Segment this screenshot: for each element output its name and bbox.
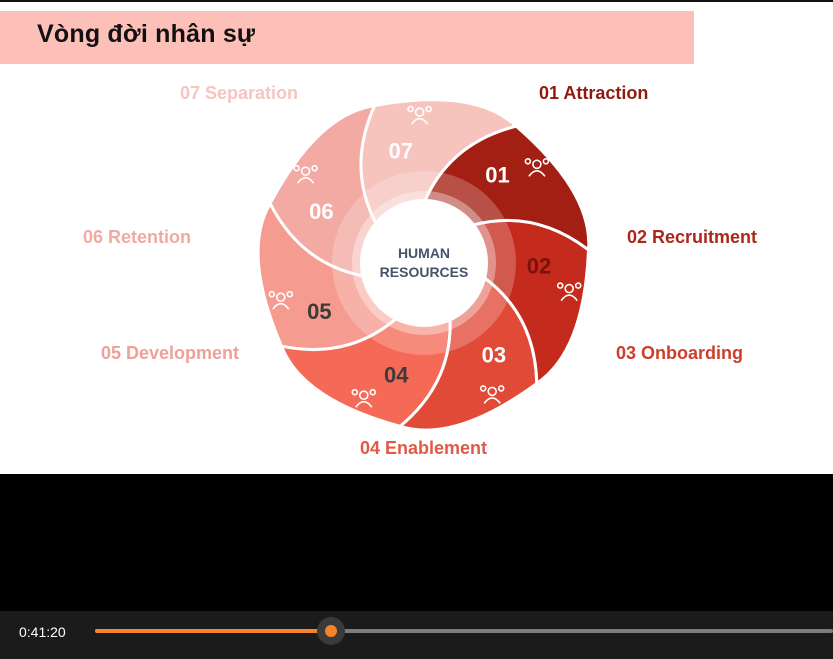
- seek-bar-progress: [95, 629, 332, 633]
- video-player-controls: 0:41:20: [0, 611, 833, 659]
- people-transfer-icon: [407, 105, 432, 125]
- team-group-icon: [479, 385, 505, 404]
- stage-label-onboarding: 03 Onboarding: [616, 343, 744, 363]
- stage-label-recruitment: 02 Recruitment: [627, 227, 758, 247]
- petal-number-01: 01: [485, 163, 509, 188]
- search-network-icon: [556, 282, 582, 302]
- hr-lifecycle-diagram: 01 02 03 04 05 06 07 HUMAN RESOURCES: [256, 98, 591, 432]
- magnet-people-icon: [524, 158, 550, 177]
- stage-label-retention: 06 Retention: [83, 227, 192, 247]
- petal-number-03: 03: [482, 342, 506, 367]
- refresh-person-icon: [293, 164, 318, 184]
- stage-label-enablement: 04 Enablement: [360, 438, 488, 458]
- seek-handle[interactable]: [317, 617, 346, 645]
- title-band: [0, 11, 694, 64]
- petal-number-04: 04: [384, 363, 409, 388]
- growth-person-icon: [268, 290, 294, 310]
- petal-number-05: 05: [307, 299, 331, 324]
- stage-label-development: 05 Development: [101, 343, 240, 363]
- stage-label-separation: 07 Separation: [180, 83, 299, 103]
- current-time: 0:41:20: [19, 624, 66, 640]
- petal-group: 01 02 03 04 05 06 07: [256, 98, 591, 432]
- petal-number-06: 06: [309, 199, 333, 224]
- hub-text-line-2: RESOURCES: [380, 264, 469, 280]
- hub-circle: [360, 199, 488, 327]
- seek-bar[interactable]: [95, 617, 833, 645]
- stage-label-attraction: 01 Attraction: [539, 83, 649, 103]
- video-frame: Vòng đời nhân sự 01 02 03 04 05 06 07 HUMAN RE…: [0, 0, 833, 474]
- petal-number-07: 07: [388, 138, 412, 163]
- gear-people-icon: [351, 388, 377, 408]
- center-hub: HUMAN RESOURCES: [332, 171, 516, 355]
- petal-number-02: 02: [527, 253, 551, 278]
- slide-title: Vòng đời nhân sự: [37, 20, 256, 48]
- hub-text-line-1: HUMAN: [398, 245, 450, 261]
- frame-top-border: [0, 0, 833, 2]
